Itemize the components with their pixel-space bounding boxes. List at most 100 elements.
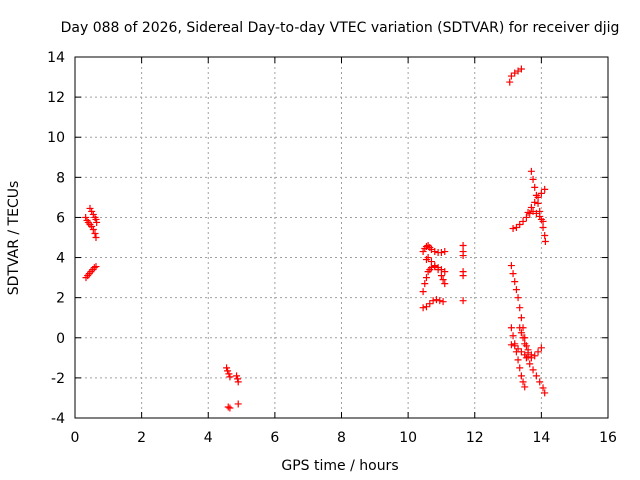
data-point: [459, 242, 467, 250]
data-point: [519, 217, 527, 225]
data-point: [422, 274, 430, 282]
data-point: [521, 383, 529, 391]
data-point: [536, 207, 544, 215]
data-point: [225, 370, 233, 378]
data-point: [541, 238, 549, 246]
data-point: [512, 223, 520, 231]
data-points: [82, 65, 549, 412]
data-point: [534, 199, 542, 207]
axis-ticks: 0 2 4 6 8 10 12 14 16 -4 -2 0 2 4 6 8 10 12 14: [47, 50, 617, 446]
data-point: [519, 378, 527, 386]
data-point: [419, 304, 427, 312]
data-point: [419, 288, 427, 296]
y-tick-label: 2: [56, 291, 65, 307]
data-point: [516, 324, 524, 332]
data-point: [522, 354, 530, 362]
data-point: [441, 268, 449, 276]
data-point: [524, 208, 532, 216]
grid-lines: [75, 57, 608, 418]
data-point: [531, 352, 539, 360]
data-point: [434, 266, 442, 274]
data-point: [90, 264, 98, 272]
data-point: [539, 223, 547, 231]
data-point: [539, 384, 547, 392]
data-point: [439, 276, 447, 284]
data-point: [514, 356, 522, 364]
x-tick-label: 2: [137, 430, 146, 446]
data-point: [224, 367, 232, 375]
data-point: [529, 366, 537, 374]
y-tick-label: 0: [56, 331, 65, 347]
data-point: [541, 389, 549, 397]
data-point: [437, 249, 445, 257]
data-point: [509, 332, 517, 340]
data-point: [536, 378, 544, 386]
data-point: [89, 210, 97, 218]
data-point: [516, 364, 524, 372]
data-point: [459, 252, 467, 260]
data-point: [531, 183, 539, 191]
data-point: [511, 278, 519, 286]
data-point: [431, 248, 439, 256]
data-point: [91, 229, 99, 237]
x-tick-label: 12: [466, 430, 484, 446]
data-point: [459, 297, 467, 305]
data-point: [93, 218, 101, 226]
data-point: [431, 262, 439, 270]
data-point: [527, 167, 535, 175]
data-point: [429, 297, 437, 305]
data-point: [419, 248, 427, 256]
data-point: [234, 400, 242, 408]
data-point: [422, 243, 430, 251]
data-point: [541, 185, 549, 193]
data-point: [517, 314, 525, 322]
data-point: [537, 215, 545, 223]
data-point: [426, 300, 434, 308]
y-tick-label: 10: [47, 130, 65, 146]
data-point: [517, 65, 525, 73]
data-point: [226, 373, 234, 381]
y-tick-label: 12: [47, 90, 65, 106]
x-tick-label: 14: [532, 430, 550, 446]
data-point: [511, 340, 519, 348]
data-point: [532, 191, 540, 199]
data-point: [537, 189, 545, 197]
chart-title: Day 088 of 2026, Sidereal Day-to-day VTE…: [61, 20, 620, 36]
data-point: [459, 272, 467, 280]
data-point: [532, 372, 540, 380]
data-point: [524, 353, 532, 361]
data-point: [517, 329, 525, 337]
y-tick-label: -4: [51, 411, 65, 427]
data-point: [524, 346, 532, 354]
data-point: [223, 364, 231, 372]
x-tick-label: 6: [270, 430, 279, 446]
y-axis-label: SDTVAR / TECUs: [6, 181, 22, 296]
data-point: [224, 403, 232, 411]
data-point: [529, 175, 537, 183]
data-point: [507, 341, 515, 349]
data-point: [514, 345, 522, 353]
x-tick-label: 4: [204, 430, 213, 446]
data-point: [516, 220, 524, 228]
data-point: [519, 334, 527, 342]
data-point: [514, 294, 522, 302]
data-point: [436, 297, 444, 305]
data-point: [512, 286, 520, 294]
y-tick-label: 6: [56, 210, 65, 226]
data-point: [522, 213, 530, 221]
data-point: [234, 378, 242, 386]
data-point: [512, 348, 520, 356]
data-point: [86, 204, 94, 212]
data-point: [424, 254, 432, 262]
data-point: [427, 258, 435, 266]
data-point: [82, 213, 90, 221]
x-tick-label: 8: [337, 430, 346, 446]
data-point: [421, 280, 429, 288]
x-tick-label: 0: [71, 430, 80, 446]
data-point: [226, 404, 234, 412]
x-tick-label: 10: [399, 430, 417, 446]
data-point: [507, 324, 515, 332]
data-point: [526, 360, 534, 368]
data-point: [516, 304, 524, 312]
